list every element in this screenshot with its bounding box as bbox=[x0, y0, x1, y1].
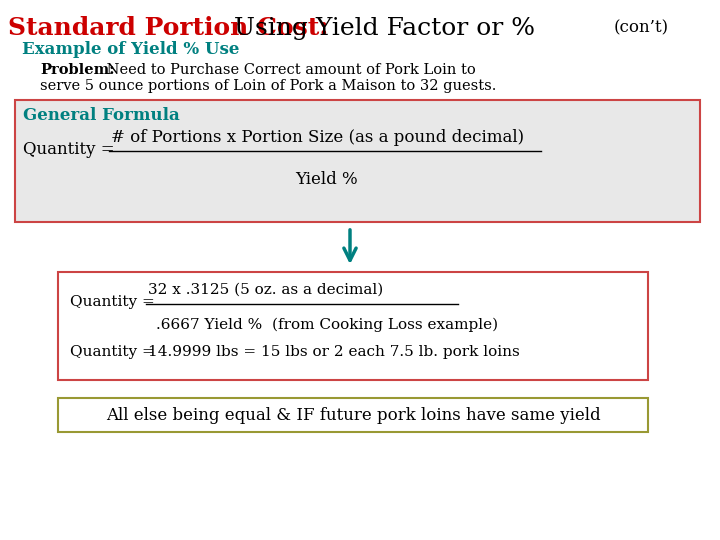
Text: All else being equal & IF future pork loins have same yield: All else being equal & IF future pork lo… bbox=[106, 407, 600, 423]
Bar bbox=[58, 272, 648, 380]
Text: # of Portions x Portion Size (as a pound decimal): # of Portions x Portion Size (as a pound… bbox=[111, 129, 524, 145]
Bar bbox=[15, 100, 700, 222]
Text: Need to Purchase Correct amount of Pork Loin to: Need to Purchase Correct amount of Pork … bbox=[102, 63, 476, 77]
Bar bbox=[58, 398, 648, 432]
Text: .6667 Yield %  (from Cooking Loss example): .6667 Yield % (from Cooking Loss example… bbox=[156, 318, 498, 332]
Text: Quantity =: Quantity = bbox=[23, 141, 125, 159]
Text: 32 x .3125 (5 oz. as a decimal): 32 x .3125 (5 oz. as a decimal) bbox=[148, 283, 383, 297]
Text: Quantity =: Quantity = bbox=[70, 295, 160, 309]
Text: Quantity =: Quantity = bbox=[70, 345, 160, 359]
Text: (con’t): (con’t) bbox=[614, 19, 669, 37]
Text: Standard Portion Cost:: Standard Portion Cost: bbox=[8, 16, 337, 40]
Text: General Formula: General Formula bbox=[23, 107, 180, 125]
Text: 14.9999 lbs = 15 lbs or 2 each 7.5 lb. pork loins: 14.9999 lbs = 15 lbs or 2 each 7.5 lb. p… bbox=[148, 345, 520, 359]
Text: Yield %: Yield % bbox=[294, 171, 357, 187]
Text: serve 5 ounce portions of Loin of Pork a Maison to 32 guests.: serve 5 ounce portions of Loin of Pork a… bbox=[40, 79, 496, 93]
Text: Example of Yield % Use: Example of Yield % Use bbox=[22, 42, 239, 58]
Text: Problem:: Problem: bbox=[40, 63, 114, 77]
Text: Using Yield Factor or %: Using Yield Factor or % bbox=[234, 17, 535, 39]
